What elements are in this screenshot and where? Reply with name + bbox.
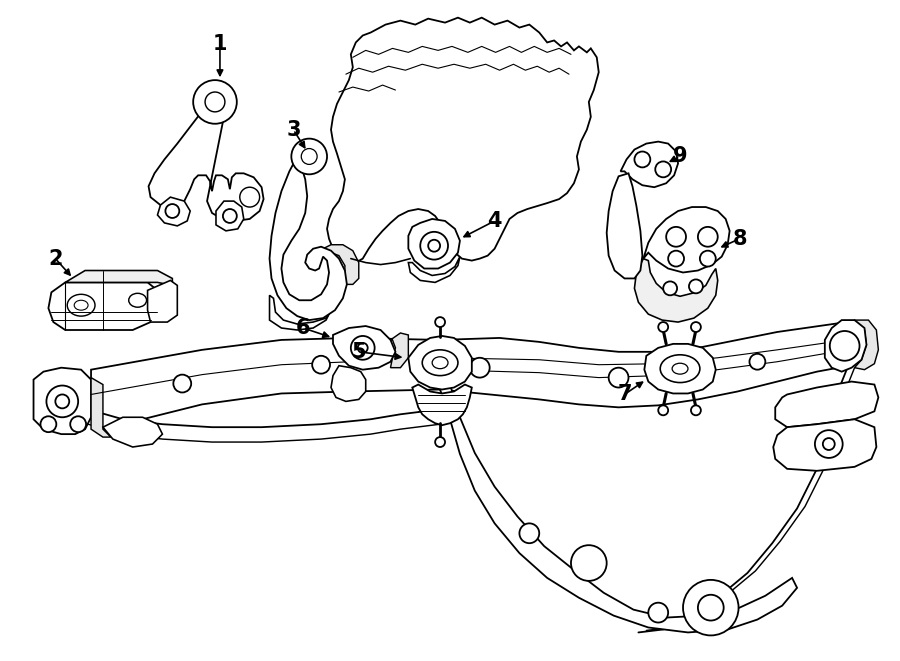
Circle shape — [302, 149, 317, 165]
Circle shape — [698, 227, 717, 247]
Circle shape — [658, 322, 668, 332]
Polygon shape — [440, 322, 855, 407]
Polygon shape — [775, 381, 878, 427]
Circle shape — [435, 437, 445, 447]
Text: 8: 8 — [733, 229, 747, 249]
Polygon shape — [331, 366, 365, 401]
Circle shape — [698, 595, 724, 621]
Polygon shape — [634, 258, 717, 322]
Ellipse shape — [422, 350, 458, 375]
Circle shape — [814, 430, 842, 458]
Polygon shape — [409, 219, 460, 268]
Circle shape — [292, 139, 327, 175]
Polygon shape — [644, 207, 730, 272]
Circle shape — [608, 368, 628, 387]
Circle shape — [205, 92, 225, 112]
Circle shape — [351, 336, 374, 360]
Circle shape — [666, 227, 686, 247]
Polygon shape — [333, 326, 395, 369]
Polygon shape — [409, 336, 472, 389]
Circle shape — [223, 209, 237, 223]
Circle shape — [470, 358, 490, 377]
Circle shape — [663, 282, 677, 295]
Circle shape — [823, 438, 834, 450]
Ellipse shape — [129, 293, 147, 307]
Polygon shape — [607, 173, 643, 278]
Polygon shape — [33, 368, 91, 434]
Circle shape — [691, 405, 701, 415]
Polygon shape — [327, 18, 598, 262]
Polygon shape — [391, 333, 409, 368]
Polygon shape — [440, 385, 797, 633]
Polygon shape — [91, 377, 111, 437]
Circle shape — [358, 343, 368, 353]
Circle shape — [668, 251, 684, 266]
Polygon shape — [158, 197, 190, 226]
Circle shape — [571, 545, 607, 581]
Text: 5: 5 — [352, 342, 366, 362]
Circle shape — [194, 80, 237, 124]
Polygon shape — [824, 320, 867, 371]
Text: 3: 3 — [286, 120, 301, 139]
Polygon shape — [323, 245, 359, 286]
Polygon shape — [148, 110, 264, 221]
Circle shape — [166, 204, 179, 218]
Polygon shape — [621, 141, 678, 187]
Circle shape — [174, 375, 191, 393]
Circle shape — [312, 356, 330, 373]
Polygon shape — [148, 280, 177, 322]
Circle shape — [519, 524, 539, 543]
Text: 7: 7 — [617, 385, 632, 405]
Text: 2: 2 — [48, 249, 63, 268]
Polygon shape — [269, 157, 346, 320]
Circle shape — [239, 187, 259, 207]
Polygon shape — [103, 417, 162, 447]
Circle shape — [691, 322, 701, 332]
Circle shape — [40, 416, 57, 432]
Circle shape — [435, 317, 445, 327]
Polygon shape — [412, 385, 472, 425]
Circle shape — [683, 580, 739, 635]
Ellipse shape — [432, 357, 448, 369]
Polygon shape — [66, 270, 173, 286]
Circle shape — [47, 385, 78, 417]
Circle shape — [655, 161, 671, 177]
Circle shape — [634, 151, 651, 167]
Circle shape — [830, 331, 860, 361]
Circle shape — [689, 280, 703, 293]
Circle shape — [420, 232, 448, 260]
Polygon shape — [49, 282, 158, 330]
Circle shape — [750, 354, 765, 369]
Polygon shape — [91, 338, 440, 429]
Circle shape — [658, 405, 668, 415]
Polygon shape — [644, 344, 716, 393]
Polygon shape — [216, 201, 244, 231]
Circle shape — [55, 395, 69, 408]
Text: 1: 1 — [212, 34, 227, 54]
Circle shape — [700, 251, 716, 266]
Polygon shape — [773, 419, 877, 471]
Text: 9: 9 — [672, 147, 688, 167]
Text: 6: 6 — [296, 318, 310, 338]
Ellipse shape — [74, 300, 88, 310]
Polygon shape — [855, 320, 878, 369]
Ellipse shape — [68, 294, 95, 316]
Circle shape — [70, 416, 86, 432]
Polygon shape — [269, 295, 331, 330]
Text: 4: 4 — [488, 211, 502, 231]
Ellipse shape — [672, 364, 688, 374]
Circle shape — [648, 603, 668, 623]
Polygon shape — [409, 256, 460, 282]
Circle shape — [428, 240, 440, 252]
Ellipse shape — [661, 355, 700, 383]
